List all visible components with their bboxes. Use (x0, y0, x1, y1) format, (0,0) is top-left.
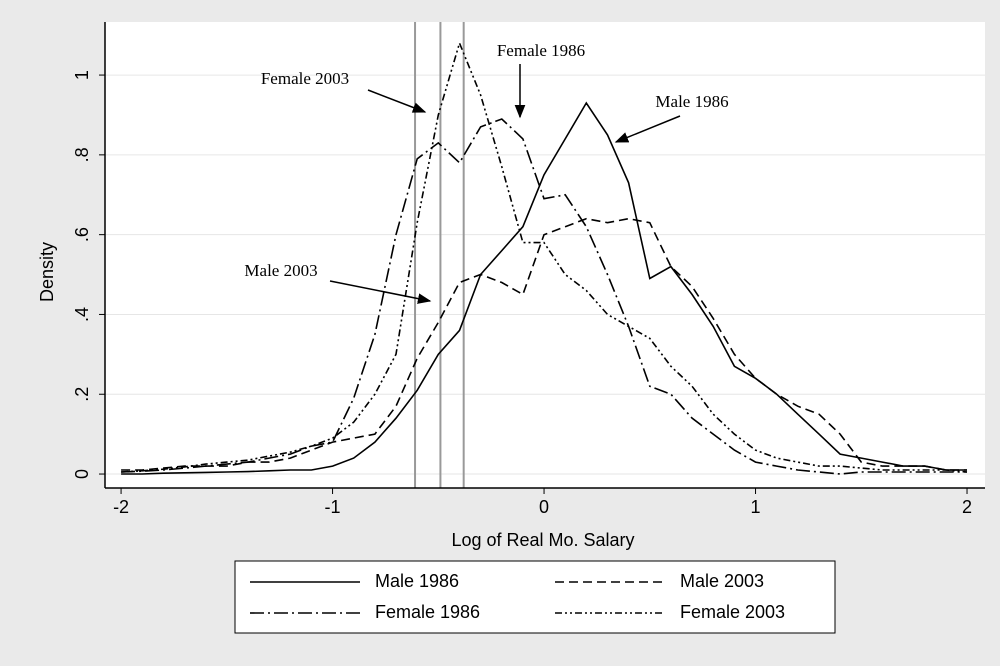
x-tick-label: -2 (113, 497, 129, 517)
annotation-arrow (367, 89, 427, 113)
plot-area (105, 22, 985, 488)
annotation: Male 2003 (244, 261, 317, 280)
legend-label: Female 2003 (680, 602, 785, 622)
annotation-arrow (614, 115, 681, 143)
legend-box (234, 560, 836, 634)
y-tick-label: .6 (72, 227, 92, 242)
y-tick-label: .4 (72, 307, 92, 322)
y-tick-label: .2 (72, 387, 92, 402)
annotation: Female 2003 (261, 69, 349, 88)
legend-label: Male 2003 (680, 571, 764, 591)
x-axis-label: Log of Real Mo. Salary (451, 530, 634, 550)
x-tick-label: -1 (325, 497, 341, 517)
series-line (121, 217, 967, 471)
x-tick-label: 1 (751, 497, 761, 517)
series-line (121, 40, 968, 473)
y-axis-label: Density (37, 242, 57, 302)
y-tick-label: 1 (72, 70, 92, 80)
legend-label: Female 1986 (375, 602, 480, 622)
series-line (121, 118, 967, 475)
annotation-arrow (329, 280, 432, 304)
x-tick-label: 0 (539, 497, 549, 517)
annotation: Female 1986 (497, 41, 585, 60)
x-tick-label: 2 (962, 497, 972, 517)
legend-label: Male 1986 (375, 571, 459, 591)
y-tick-label: 0 (72, 469, 92, 479)
annotation: Male 1986 (655, 92, 728, 111)
series-line (121, 101, 967, 475)
y-tick-label: .8 (72, 147, 92, 162)
